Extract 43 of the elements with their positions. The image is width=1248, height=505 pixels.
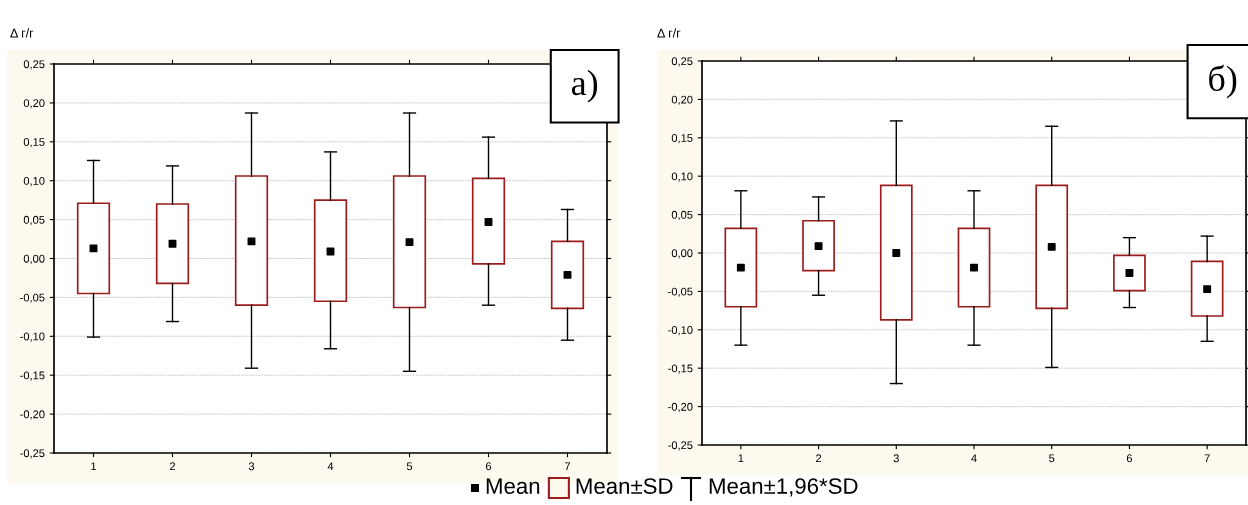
annotation: б) bbox=[1209, 64, 1237, 99]
annotation: a) bbox=[571, 69, 598, 103]
x-tick-label: 5 bbox=[406, 462, 413, 471]
x-tick-label: 4 bbox=[327, 462, 334, 471]
x-tick-label: 3 bbox=[248, 462, 255, 471]
x-tick-label: 1 bbox=[738, 454, 744, 463]
y-tick-label: 0,15 bbox=[23, 138, 45, 148]
y-tick-label: -0,05 bbox=[668, 287, 693, 297]
y-tick-label: -0,20 bbox=[668, 402, 693, 413]
y-tick-label: -0,20 bbox=[20, 410, 45, 420]
y-tick-label: -0,05 bbox=[20, 293, 45, 303]
y-tick-label: -0,15 bbox=[668, 364, 693, 374]
x-tick-label: 6 bbox=[1126, 454, 1133, 463]
y-tick-label: -0,10 bbox=[20, 332, 45, 342]
x-tick-label: 2 bbox=[816, 454, 822, 463]
text: Mean bbox=[486, 478, 540, 494]
x-tick-label: 4 bbox=[971, 454, 977, 463]
y-tick-label: -0,10 bbox=[668, 326, 693, 336]
y-tick-label: 0,05 bbox=[23, 215, 45, 226]
y-tick-label: 0,20 bbox=[671, 95, 693, 105]
y-axis-title: Δ г/г bbox=[10, 28, 34, 38]
y-tick-label: 0,20 bbox=[23, 99, 45, 109]
y-tick-label: 0,10 bbox=[23, 176, 45, 187]
y-tick-label: 0,00 bbox=[671, 249, 693, 259]
x-tick-label: 3 bbox=[893, 454, 899, 463]
x-tick-label: 7 bbox=[564, 462, 571, 471]
y-tick-label: -0,25 bbox=[20, 449, 45, 459]
x-tick-label: 1 bbox=[91, 462, 97, 471]
y-tick-label: 0,25 bbox=[671, 57, 693, 67]
text: Mean±1,96*SD bbox=[709, 478, 858, 497]
y-tick-label: 0,00 bbox=[23, 254, 45, 264]
x-tick-label: 5 bbox=[1049, 454, 1055, 463]
x-tick-label: 2 bbox=[169, 462, 176, 471]
y-tick-label: -0,15 bbox=[20, 371, 45, 381]
y-axis-title: Δ г/г bbox=[657, 28, 681, 38]
x-tick-label: 7 bbox=[1204, 454, 1210, 463]
y-tick-label: -0,25 bbox=[668, 441, 693, 451]
text: Mean±SD bbox=[576, 478, 673, 494]
x-tick-label: 6 bbox=[485, 462, 492, 471]
y-tick-label: 0,15 bbox=[671, 134, 693, 144]
y-tick-label: 0,25 bbox=[23, 60, 45, 70]
y-tick-label: 0,05 bbox=[671, 210, 693, 221]
y-tick-label: 0,10 bbox=[671, 172, 693, 182]
